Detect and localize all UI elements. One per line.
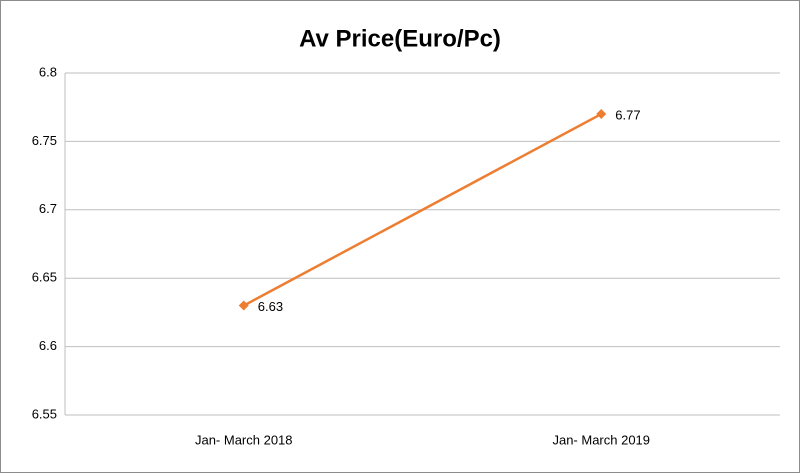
line (243, 112, 602, 307)
data-label: 6.77 (615, 107, 640, 122)
y-tick-label: 6.55 (32, 406, 57, 421)
y-tick-label: 6.6 (39, 338, 57, 353)
y-tick-label: 6.8 (39, 64, 57, 79)
y-tick-label: 6.65 (32, 270, 57, 285)
marker (238, 300, 249, 311)
x-tick-label: Jan- March 2019 (552, 432, 650, 447)
marker (596, 109, 607, 120)
data-label: 6.63 (258, 299, 283, 314)
y-tick-label: 6.75 (32, 133, 57, 148)
y-tick-label: 6.7 (39, 201, 57, 216)
chart-title: Av Price(Euro/Pc) (299, 25, 501, 52)
x-tick-label: Jan- March 2018 (195, 432, 293, 447)
